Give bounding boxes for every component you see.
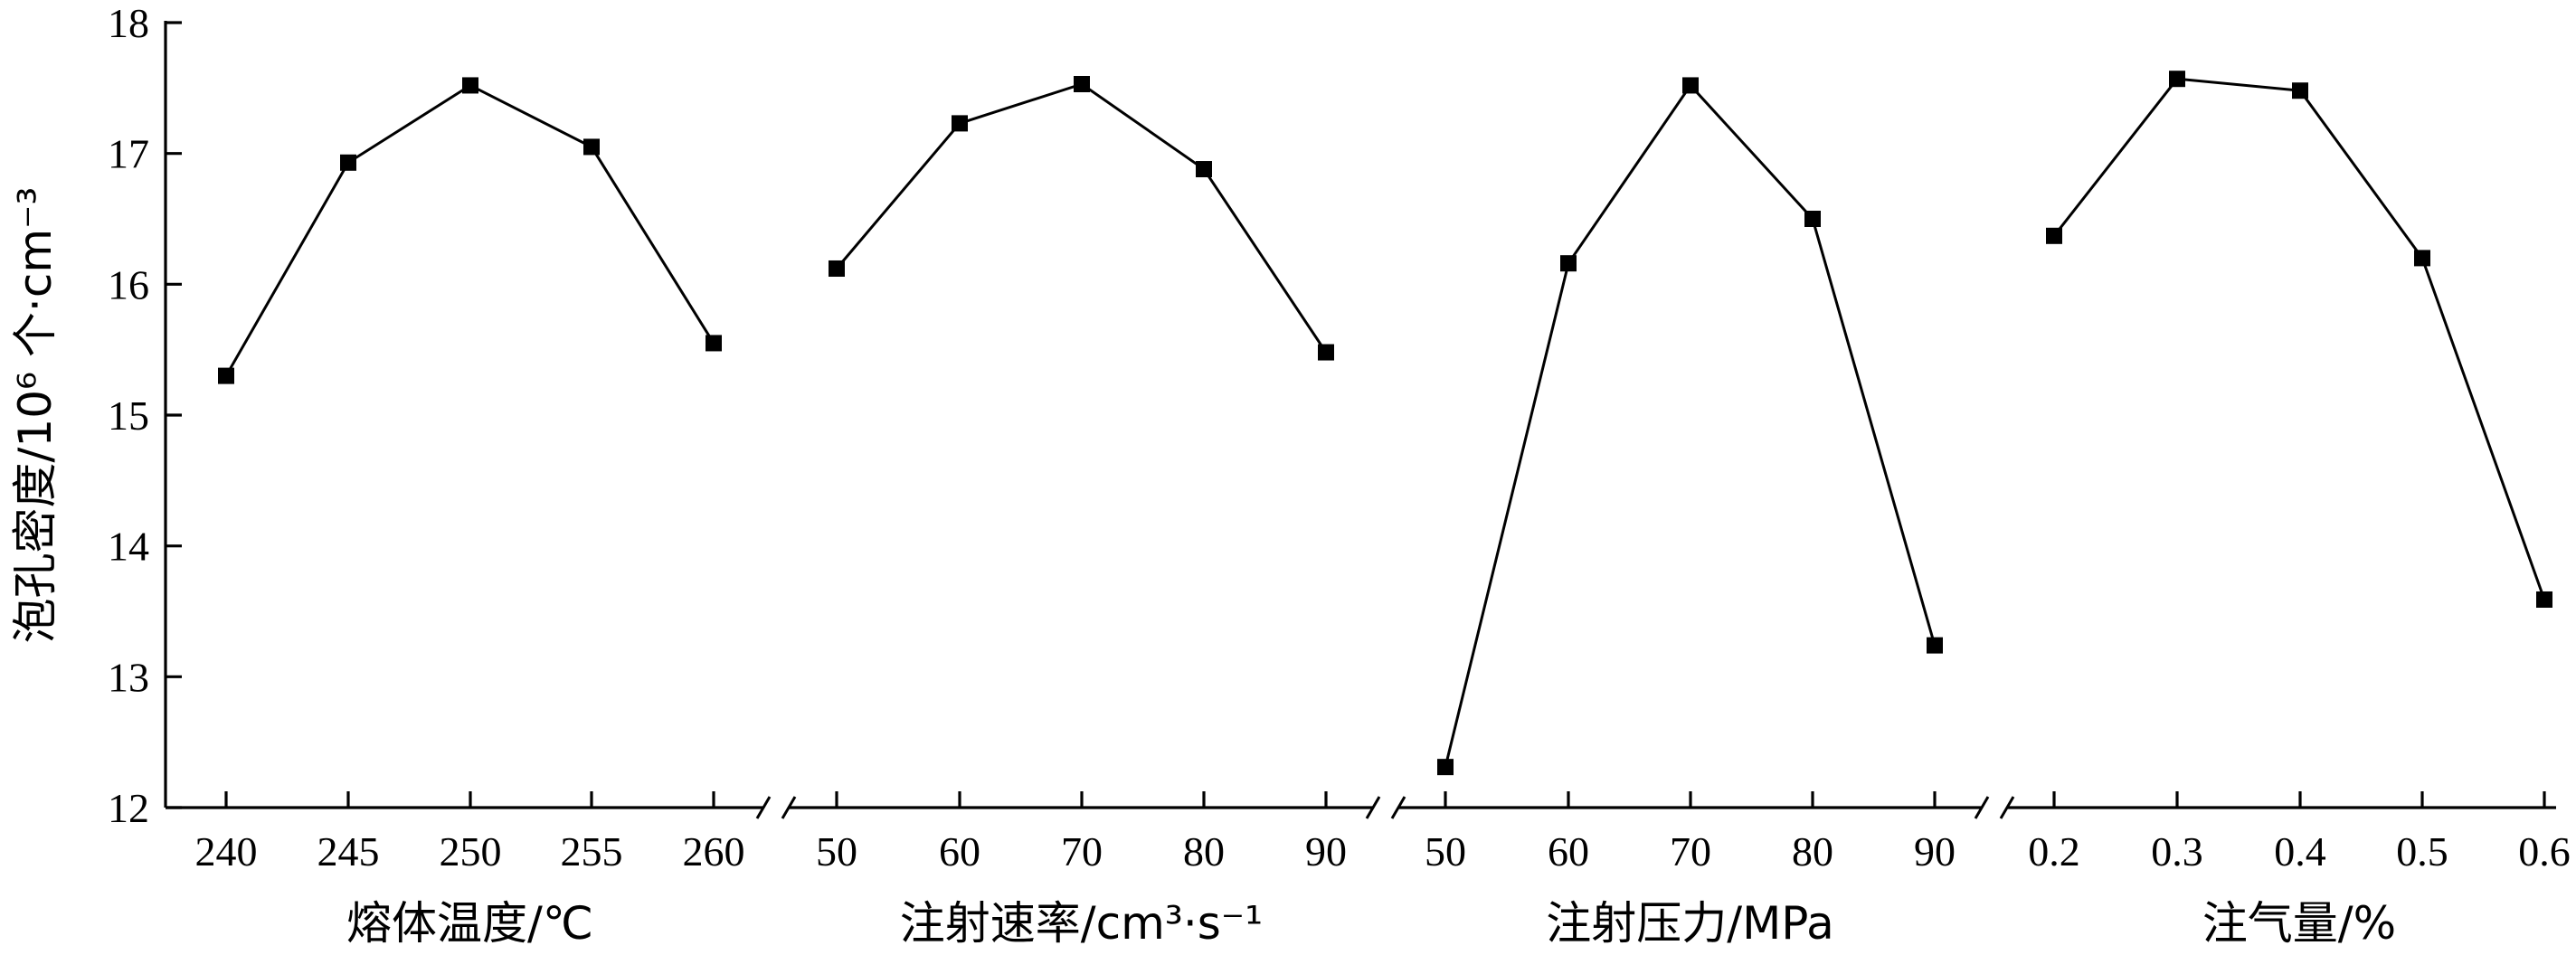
x-tick-label: 0.6 bbox=[2518, 828, 2571, 875]
x-tick-label: 90 bbox=[1305, 828, 1347, 875]
y-tick-label: 16 bbox=[108, 261, 149, 307]
data-point-marker bbox=[706, 335, 722, 352]
data-point-marker bbox=[1318, 344, 1334, 361]
x-tick-label: 70 bbox=[1061, 828, 1103, 875]
axis-break-mark bbox=[1974, 796, 1990, 819]
data-point-marker bbox=[2536, 591, 2552, 608]
series-line bbox=[224, 83, 715, 377]
y-axis-title: 泡孔密度/10⁶ 个·cm⁻³ bbox=[9, 187, 62, 644]
x-tick-label: 80 bbox=[1792, 828, 1833, 875]
data-point-marker bbox=[1437, 759, 1454, 776]
data-point-marker bbox=[1560, 255, 1577, 272]
x-tick-label: 70 bbox=[1670, 828, 1711, 875]
x-tick-label: 250 bbox=[440, 828, 502, 875]
data-point-marker bbox=[340, 154, 356, 171]
axis-break-mark bbox=[1999, 796, 2015, 819]
x-axis-title: 注射速率/cm³·s⁻¹ bbox=[900, 897, 1263, 950]
series-line bbox=[1444, 83, 1937, 768]
data-point-marker bbox=[2046, 227, 2062, 244]
data-point-marker bbox=[218, 367, 234, 384]
data-point-marker bbox=[1196, 161, 1212, 178]
chart-marks bbox=[218, 71, 2552, 776]
data-point-marker bbox=[1927, 637, 1943, 654]
y-tick-label: 13 bbox=[108, 654, 149, 700]
data-point-marker bbox=[1682, 77, 1699, 94]
y-tick-label: 17 bbox=[108, 131, 149, 177]
x-tick-label: 260 bbox=[683, 828, 745, 875]
x-tick-label: 80 bbox=[1183, 828, 1225, 875]
x-tick-label: 0.3 bbox=[2151, 828, 2203, 875]
series-line bbox=[835, 82, 1328, 354]
x-tick-label: 0.5 bbox=[2396, 828, 2448, 875]
x-axis-title: 熔体温度/℃ bbox=[346, 897, 593, 950]
x-axis-title: 注射压力/MPa bbox=[1546, 897, 1834, 950]
chart-labels: 12 13 14 15 16 17 18 240 245 250 255 260 熔体温度/℃ 50 60 7… bbox=[9, 0, 2571, 950]
x-tick-label: 50 bbox=[1425, 828, 1466, 875]
axis-break-mark bbox=[781, 796, 797, 819]
x-tick-label: 255 bbox=[561, 828, 623, 875]
data-point-marker bbox=[583, 138, 600, 156]
x-tick-label: 0.4 bbox=[2274, 828, 2326, 875]
axis-break-mark bbox=[1390, 796, 1406, 819]
x-tick-label: 0.2 bbox=[2028, 828, 2080, 875]
y-tick-label: 18 bbox=[108, 0, 149, 46]
data-point-marker bbox=[952, 115, 968, 132]
x-axis-title: 注气量/% bbox=[2202, 897, 2396, 950]
data-point-marker bbox=[2292, 82, 2308, 99]
x-tick-label: 60 bbox=[1548, 828, 1589, 875]
axis-break-mark bbox=[1365, 796, 1381, 819]
y-tick-label: 12 bbox=[108, 785, 149, 831]
y-tick-label: 15 bbox=[108, 392, 149, 439]
data-point-marker bbox=[2414, 250, 2430, 267]
x-tick-label: 60 bbox=[939, 828, 980, 875]
axis-break-mark bbox=[755, 796, 772, 819]
data-point-marker bbox=[829, 260, 845, 277]
y-tick-label: 14 bbox=[108, 524, 149, 570]
axes bbox=[164, 21, 2556, 819]
x-tick-label: 90 bbox=[1914, 828, 1956, 875]
data-point-marker bbox=[1804, 211, 1821, 227]
x-tick-label: 245 bbox=[317, 828, 380, 875]
x-tick-label: 240 bbox=[195, 828, 258, 875]
data-point-marker bbox=[2169, 71, 2185, 88]
series-line bbox=[2052, 77, 2546, 600]
data-point-marker bbox=[1074, 75, 1090, 92]
data-point-marker bbox=[462, 77, 478, 94]
x-tick-label: 50 bbox=[816, 828, 857, 875]
